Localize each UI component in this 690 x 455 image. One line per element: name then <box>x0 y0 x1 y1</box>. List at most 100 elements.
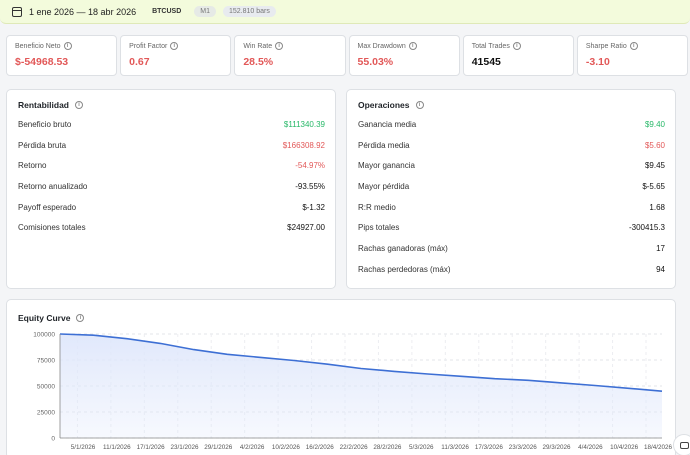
chart-title: Equity Curve <box>18 313 71 323</box>
stat-label: Comisiones totales <box>18 223 86 233</box>
operaciones-rows: Ganancia media $9.40 Pérdida media $5.60 May… <box>347 110 675 280</box>
x-tick-label: 17/1/2026 <box>137 444 166 451</box>
stat-row: Retorno anualizado -93.55% <box>18 176 325 197</box>
x-tick-label: 22/2/2026 <box>340 444 369 451</box>
equity-line <box>59 333 663 392</box>
kpi-label: Profit Factor <box>129 42 168 50</box>
x-tick-label: 10/4/2026 <box>610 444 639 451</box>
stat-label: Rachas perdedoras (máx) <box>358 264 451 274</box>
stat-label: Rachas ganadoras (máx) <box>358 243 448 253</box>
stat-row: Ganancia media $9.40 <box>358 114 665 135</box>
stat-label: Mayor pérdida <box>358 181 410 191</box>
kpi-label: Sharpe Ratio <box>585 42 627 50</box>
calendar-icon <box>12 6 22 17</box>
date-range-label: 1 ene 2026 — 18 abr 2026 <box>29 6 137 17</box>
info-icon[interactable]: i <box>76 314 85 322</box>
kpi-label: Total Trades <box>471 42 510 50</box>
stat-value: $9.45 <box>644 161 665 171</box>
x-tick-label: 28/2/2026 <box>373 444 402 451</box>
stat-label: Mayor ganancia <box>358 161 415 171</box>
panel-title: Rentabilidad <box>18 100 70 110</box>
equity-area <box>60 334 662 438</box>
x-tick-label: 5/3/2026 <box>409 444 434 451</box>
stat-value: -93.55% <box>295 181 325 191</box>
kpi-value: $-54968.53 <box>15 56 69 68</box>
bars-count-badge: 152.810 bars <box>223 6 276 17</box>
stat-value: 17 <box>656 243 665 253</box>
info-icon[interactable]: i <box>408 42 417 50</box>
kpi-net-profit: Beneficio Neto i $-54968.53 <box>6 35 118 76</box>
kpi-value: 0.67 <box>129 56 150 68</box>
stat-row: Mayor ganancia $9.45 <box>358 155 665 176</box>
kpi-total-trades: Total Trades i 41545 <box>462 35 574 76</box>
y-tick-label: 100000 <box>33 332 55 339</box>
kpi-cards: Beneficio Neto i $-54968.53 Profit Factor… <box>6 35 689 76</box>
stat-label: Payoff esperado <box>18 202 77 212</box>
kpi-profit-factor: Profit Factor i 0.67 <box>120 35 232 76</box>
info-icon[interactable]: i <box>275 42 284 50</box>
stat-row: Pips totales -300415.3 <box>358 217 665 238</box>
stat-value: $24927.00 <box>287 223 325 233</box>
stat-label: Beneficio bruto <box>18 119 72 129</box>
kpi-sharpe-ratio: Sharpe Ratio i -3.10 <box>576 35 689 76</box>
kpi-value: -3.10 <box>585 56 610 68</box>
stat-value: $5.60 <box>644 140 665 150</box>
kpi-label: Beneficio Neto <box>15 42 61 50</box>
stat-row: Rachas ganadoras (máx) 17 <box>358 238 665 259</box>
x-tick-label: 29/3/2026 <box>543 444 572 451</box>
stat-value: -300415.3 <box>628 223 665 233</box>
stat-row: Comisiones totales $24927.00 <box>18 217 325 238</box>
kpi-label: Max Drawdown <box>357 42 406 50</box>
x-tick-label: 11/3/2026 <box>441 444 469 451</box>
y-tick-label: 50000 <box>37 384 55 391</box>
stat-value: $-1.32 <box>302 202 325 212</box>
info-icon[interactable]: i <box>512 42 521 50</box>
info-icon[interactable]: i <box>170 42 179 50</box>
stat-label: Pérdida media <box>358 140 410 150</box>
info-icon[interactable]: i <box>415 101 424 109</box>
stat-value: 1.68 <box>649 202 665 212</box>
kpi-value: 41545 <box>471 56 501 68</box>
x-tick-label: 10/2/2026 <box>272 444 301 451</box>
chat-widget-button[interactable] <box>673 434 690 455</box>
kpi-max-drawdown: Max Drawdown i 55.03% <box>348 35 460 76</box>
kpi-label: Win Rate <box>243 42 273 50</box>
info-icon[interactable]: i <box>75 101 84 109</box>
stat-label: Pips totales <box>358 223 400 233</box>
y-tick-label: 0 <box>51 436 55 443</box>
x-tick-label: 17/3/2026 <box>475 444 504 451</box>
stat-label: Ganancia media <box>358 119 417 129</box>
date-range-bar[interactable]: 1 ene 2026 — 18 abr 2026 BTCUSD M1 152.8… <box>0 0 690 24</box>
x-tick-label: 4/2/2026 <box>240 444 265 451</box>
x-tick-label: 5/1/2026 <box>71 444 96 451</box>
stat-label: Retorno <box>18 161 47 171</box>
y-tick-label: 25000 <box>37 410 55 417</box>
stat-value: $166308.92 <box>282 140 325 150</box>
info-icon[interactable]: i <box>629 42 638 50</box>
rentabilidad-panel: Rentabilidad i Beneficio bruto $111340.39 P… <box>6 89 336 289</box>
symbol-badge: BTCUSD <box>152 8 182 15</box>
stat-value: -54.97% <box>295 161 325 171</box>
y-tick-label: 75000 <box>37 358 55 365</box>
x-tick-label: 11/1/2026 <box>103 444 131 451</box>
stat-row: Beneficio bruto $111340.39 <box>18 114 325 135</box>
stat-row: Payoff esperado $-1.32 <box>18 197 325 218</box>
stat-value: $-5.65 <box>642 181 665 191</box>
x-tick-label: 29/1/2026 <box>204 444 233 451</box>
x-tick-label: 16/2/2026 <box>306 444 335 451</box>
stat-row: Pérdida bruta $166308.92 <box>18 135 325 156</box>
stat-label: R:R medio <box>358 202 396 212</box>
equity-curve-panel: 0 25000 50000 75000 100000 5/1/2026 11/1/2026 1… <box>6 299 676 455</box>
stat-value: $9.40 <box>644 119 665 129</box>
stat-row: Pérdida media $5.60 <box>358 135 665 156</box>
panel-title: Operaciones <box>358 100 410 110</box>
equity-chart: 0 25000 50000 75000 100000 5/1/2026 11/1/2026 1… <box>33 332 672 452</box>
x-tick-label: 23/3/2026 <box>509 444 538 451</box>
stat-row: Mayor pérdida $-5.65 <box>358 176 665 197</box>
x-tick-label: 4/4/2026 <box>578 444 603 451</box>
kpi-value: 55.03% <box>357 56 394 68</box>
stat-label: Retorno anualizado <box>18 181 88 191</box>
stat-value: 94 <box>656 264 665 274</box>
x-tick-label: 23/1/2026 <box>170 444 199 451</box>
info-icon[interactable]: i <box>63 42 72 50</box>
